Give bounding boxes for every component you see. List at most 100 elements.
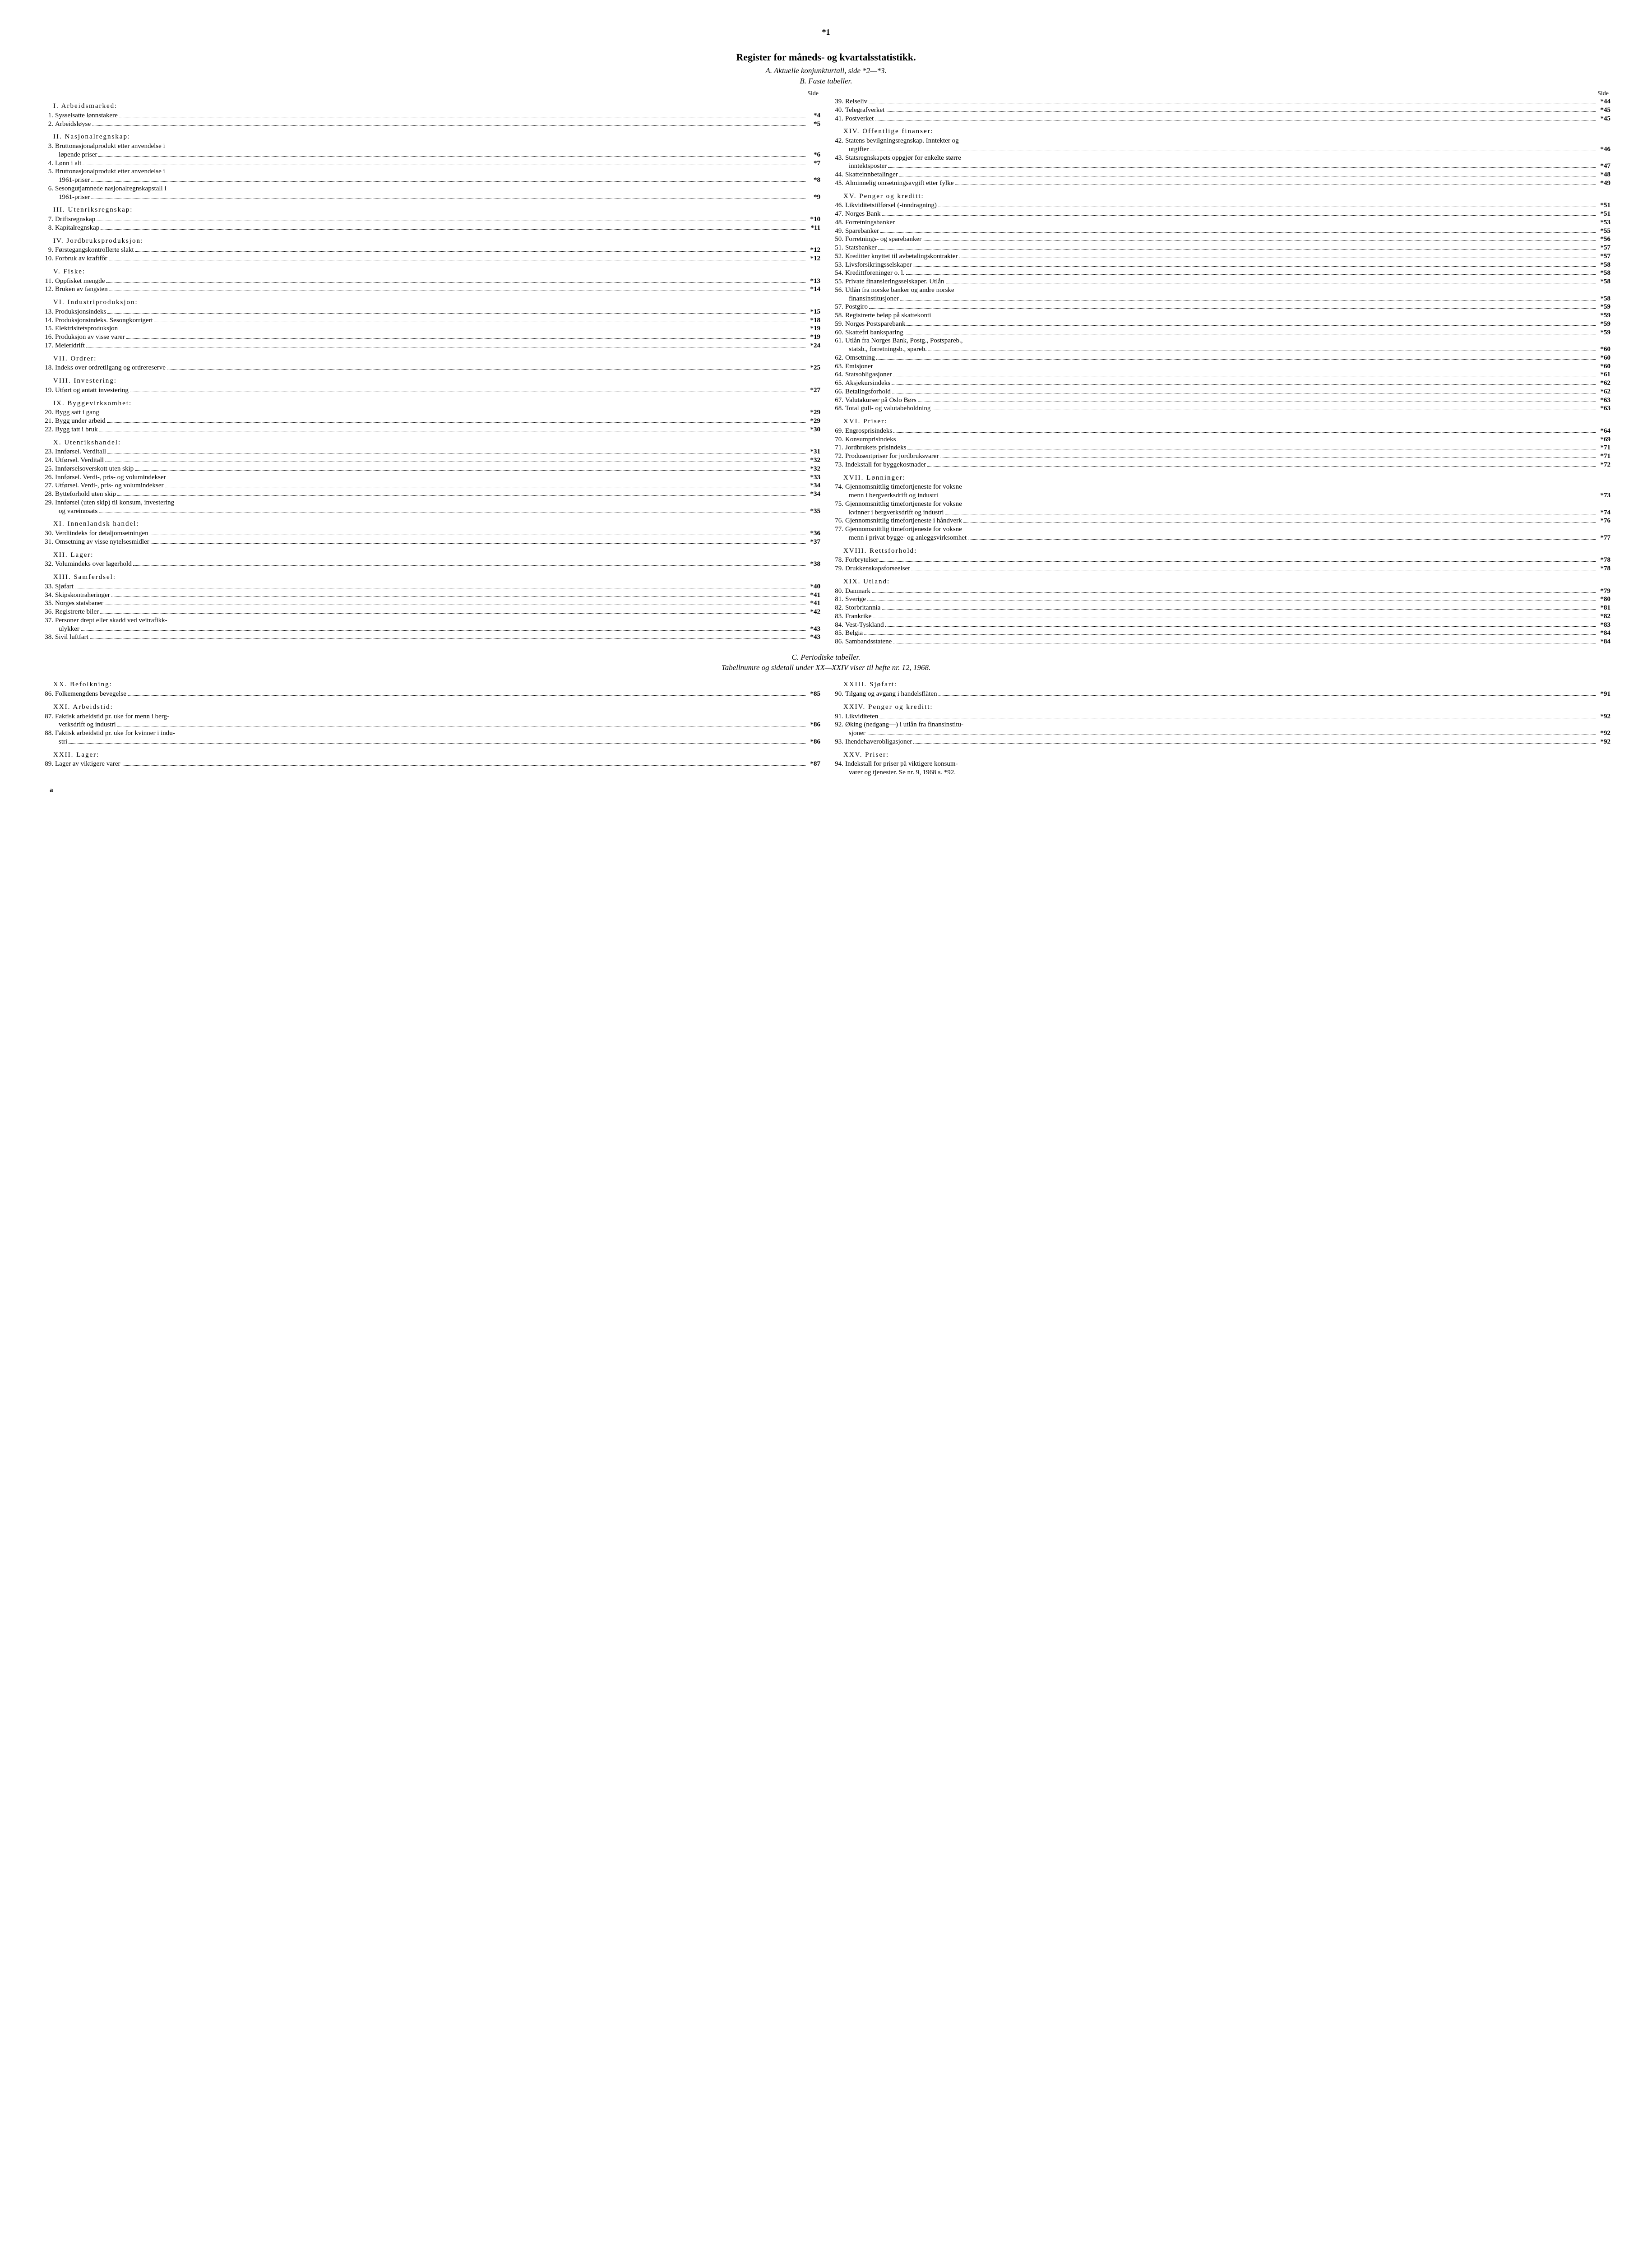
entry-page: *79 — [1597, 587, 1610, 596]
entry-number: 75. — [832, 500, 845, 509]
entry-number: 4. — [42, 159, 55, 168]
index-entry: 5.Bruttonasjonalprodukt etter anvendelse… — [42, 167, 820, 176]
entry-label: menn i bergverksdrift og industri — [849, 491, 938, 500]
entry-page: *84 — [1597, 638, 1610, 646]
entry-number: 88. — [42, 729, 55, 738]
section-title: IV. Jordbruksproduksjon: — [42, 237, 820, 245]
page-number: *1 — [36, 27, 1616, 37]
leader-dots — [940, 452, 1596, 458]
subtitle-a: A. Aktuelle konjunkturtall, side *2—*3. — [36, 66, 1616, 75]
index-entry: 42.Statens bevilgningsregnskap. Inntekte… — [832, 137, 1610, 145]
index-entry: 17.Meieridrift*24 — [42, 342, 820, 350]
entry-number: 70. — [832, 435, 845, 444]
entry-page: *58 — [1597, 295, 1610, 303]
entry-number: 51. — [832, 244, 845, 252]
entry-number: 68. — [832, 404, 845, 413]
entry-page: *84 — [1597, 629, 1610, 638]
leader-dots — [879, 712, 1596, 718]
entry-number: 58. — [832, 311, 845, 320]
entry-label: Førstegangskontrollerte slakt — [55, 246, 134, 254]
index-entry: 12.Bruken av fangsten*14 — [42, 285, 820, 294]
leader-dots — [939, 491, 1596, 497]
entry-label: Faktisk arbeidstid pr. uke for menn i be… — [55, 712, 169, 721]
leader-dots — [898, 435, 1596, 441]
entry-label: Omsetning — [845, 354, 875, 362]
entry-number: 62. — [832, 354, 845, 362]
entry-label: Likviditeten — [845, 712, 878, 721]
entry-page: *8 — [807, 176, 820, 185]
entry-label: Postgiro — [845, 303, 868, 311]
entry-number: 85. — [832, 629, 845, 638]
leader-dots — [867, 595, 1596, 601]
entry-page: *73 — [1597, 491, 1610, 500]
entry-page: *12 — [807, 254, 820, 263]
entry-number: 55. — [832, 277, 845, 286]
entry-number: 11. — [42, 277, 55, 286]
entry-label: Sivil luftfart — [55, 633, 88, 642]
entry-number: 81. — [832, 595, 845, 604]
index-entry: 13.Produksjonsindeks*15 — [42, 308, 820, 316]
entry-page: *32 — [807, 456, 820, 465]
leader-dots — [872, 587, 1596, 593]
entry-label: utgifter — [849, 145, 869, 154]
entry-label: Utførsel. Verdi-, pris- og volumindekser — [55, 481, 164, 490]
leader-dots — [918, 396, 1596, 402]
leader-dots — [923, 235, 1596, 241]
index-entry: 43.Statsregnskapets oppgjør for enkelte … — [832, 154, 1610, 162]
leader-dots — [117, 721, 805, 726]
leader-dots — [100, 608, 805, 614]
entry-number: 36. — [42, 608, 55, 616]
leader-dots — [869, 303, 1596, 309]
section-title: XXIV. Penger og kreditt: — [832, 703, 1610, 712]
leader-dots — [109, 285, 805, 291]
entry-number: 28. — [42, 490, 55, 499]
index-entry: 29.Innførsel (uten skip) til konsum, inv… — [42, 499, 820, 507]
entry-number: 67. — [832, 396, 845, 405]
index-entry: 10.Forbruk av kraftfôr*12 — [42, 254, 820, 263]
index-entry: 80.Danmark*79 — [832, 587, 1610, 596]
entry-number: 40. — [832, 106, 845, 115]
entry-number: 5. — [42, 167, 55, 176]
leader-dots — [945, 509, 1596, 514]
entry-page: *85 — [807, 690, 820, 698]
leader-dots — [122, 760, 806, 766]
entry-label: Forretnings- og sparebanker — [845, 235, 921, 244]
leader-dots — [165, 481, 805, 487]
entry-page: *18 — [807, 316, 820, 325]
entry-number: 73. — [832, 461, 845, 469]
entry-number: 43. — [832, 154, 845, 162]
leader-dots — [99, 425, 805, 431]
section-title: XIX. Utland: — [832, 578, 1610, 586]
leader-dots — [83, 159, 805, 165]
entry-label: Storbritannia — [845, 604, 880, 612]
leader-dots — [875, 115, 1596, 120]
index-entry: 26.Innførsel. Verdi-, pris- og voluminde… — [42, 473, 820, 482]
index-entry: 33.Sjøfart*40 — [42, 582, 820, 591]
entry-page: *55 — [1597, 227, 1610, 236]
index-entry: 24.Utførsel. Verditall*32 — [42, 456, 820, 465]
entry-number: 60. — [832, 328, 845, 337]
index-entry-continuation: stri*86 — [42, 738, 820, 746]
entry-number: 74. — [832, 483, 845, 491]
index-entry: 92.Øking (nedgang—) i utlån fra finansin… — [832, 721, 1610, 729]
entry-number: 18. — [42, 364, 55, 372]
index-entry: 68.Total gull- og valutabeholdning*63 — [832, 404, 1610, 413]
leader-dots — [91, 176, 805, 182]
leader-dots — [75, 582, 805, 588]
index-entry: 35.Norges statsbaner*41 — [42, 599, 820, 608]
entry-label: Kapitalregnskap — [55, 224, 99, 232]
index-entry: 57.Postgiro*59 — [832, 303, 1610, 311]
entry-page: *80 — [1597, 595, 1610, 604]
leader-dots — [888, 162, 1596, 168]
entry-number: 44. — [832, 171, 845, 179]
entry-label: Volumindeks over lagerhold — [55, 560, 132, 569]
index-entry: 8.Kapitalregnskap*11 — [42, 224, 820, 232]
section-title: XII. Lager: — [42, 551, 820, 559]
entry-page: *60 — [1597, 354, 1610, 362]
section-title: I. Arbeidsmarked: — [42, 102, 820, 111]
entry-page: *47 — [1597, 162, 1610, 171]
entry-page: *61 — [1597, 370, 1610, 379]
entry-label: Belgia — [845, 629, 863, 638]
leader-dots — [867, 729, 1596, 735]
leader-dots — [905, 328, 1596, 334]
